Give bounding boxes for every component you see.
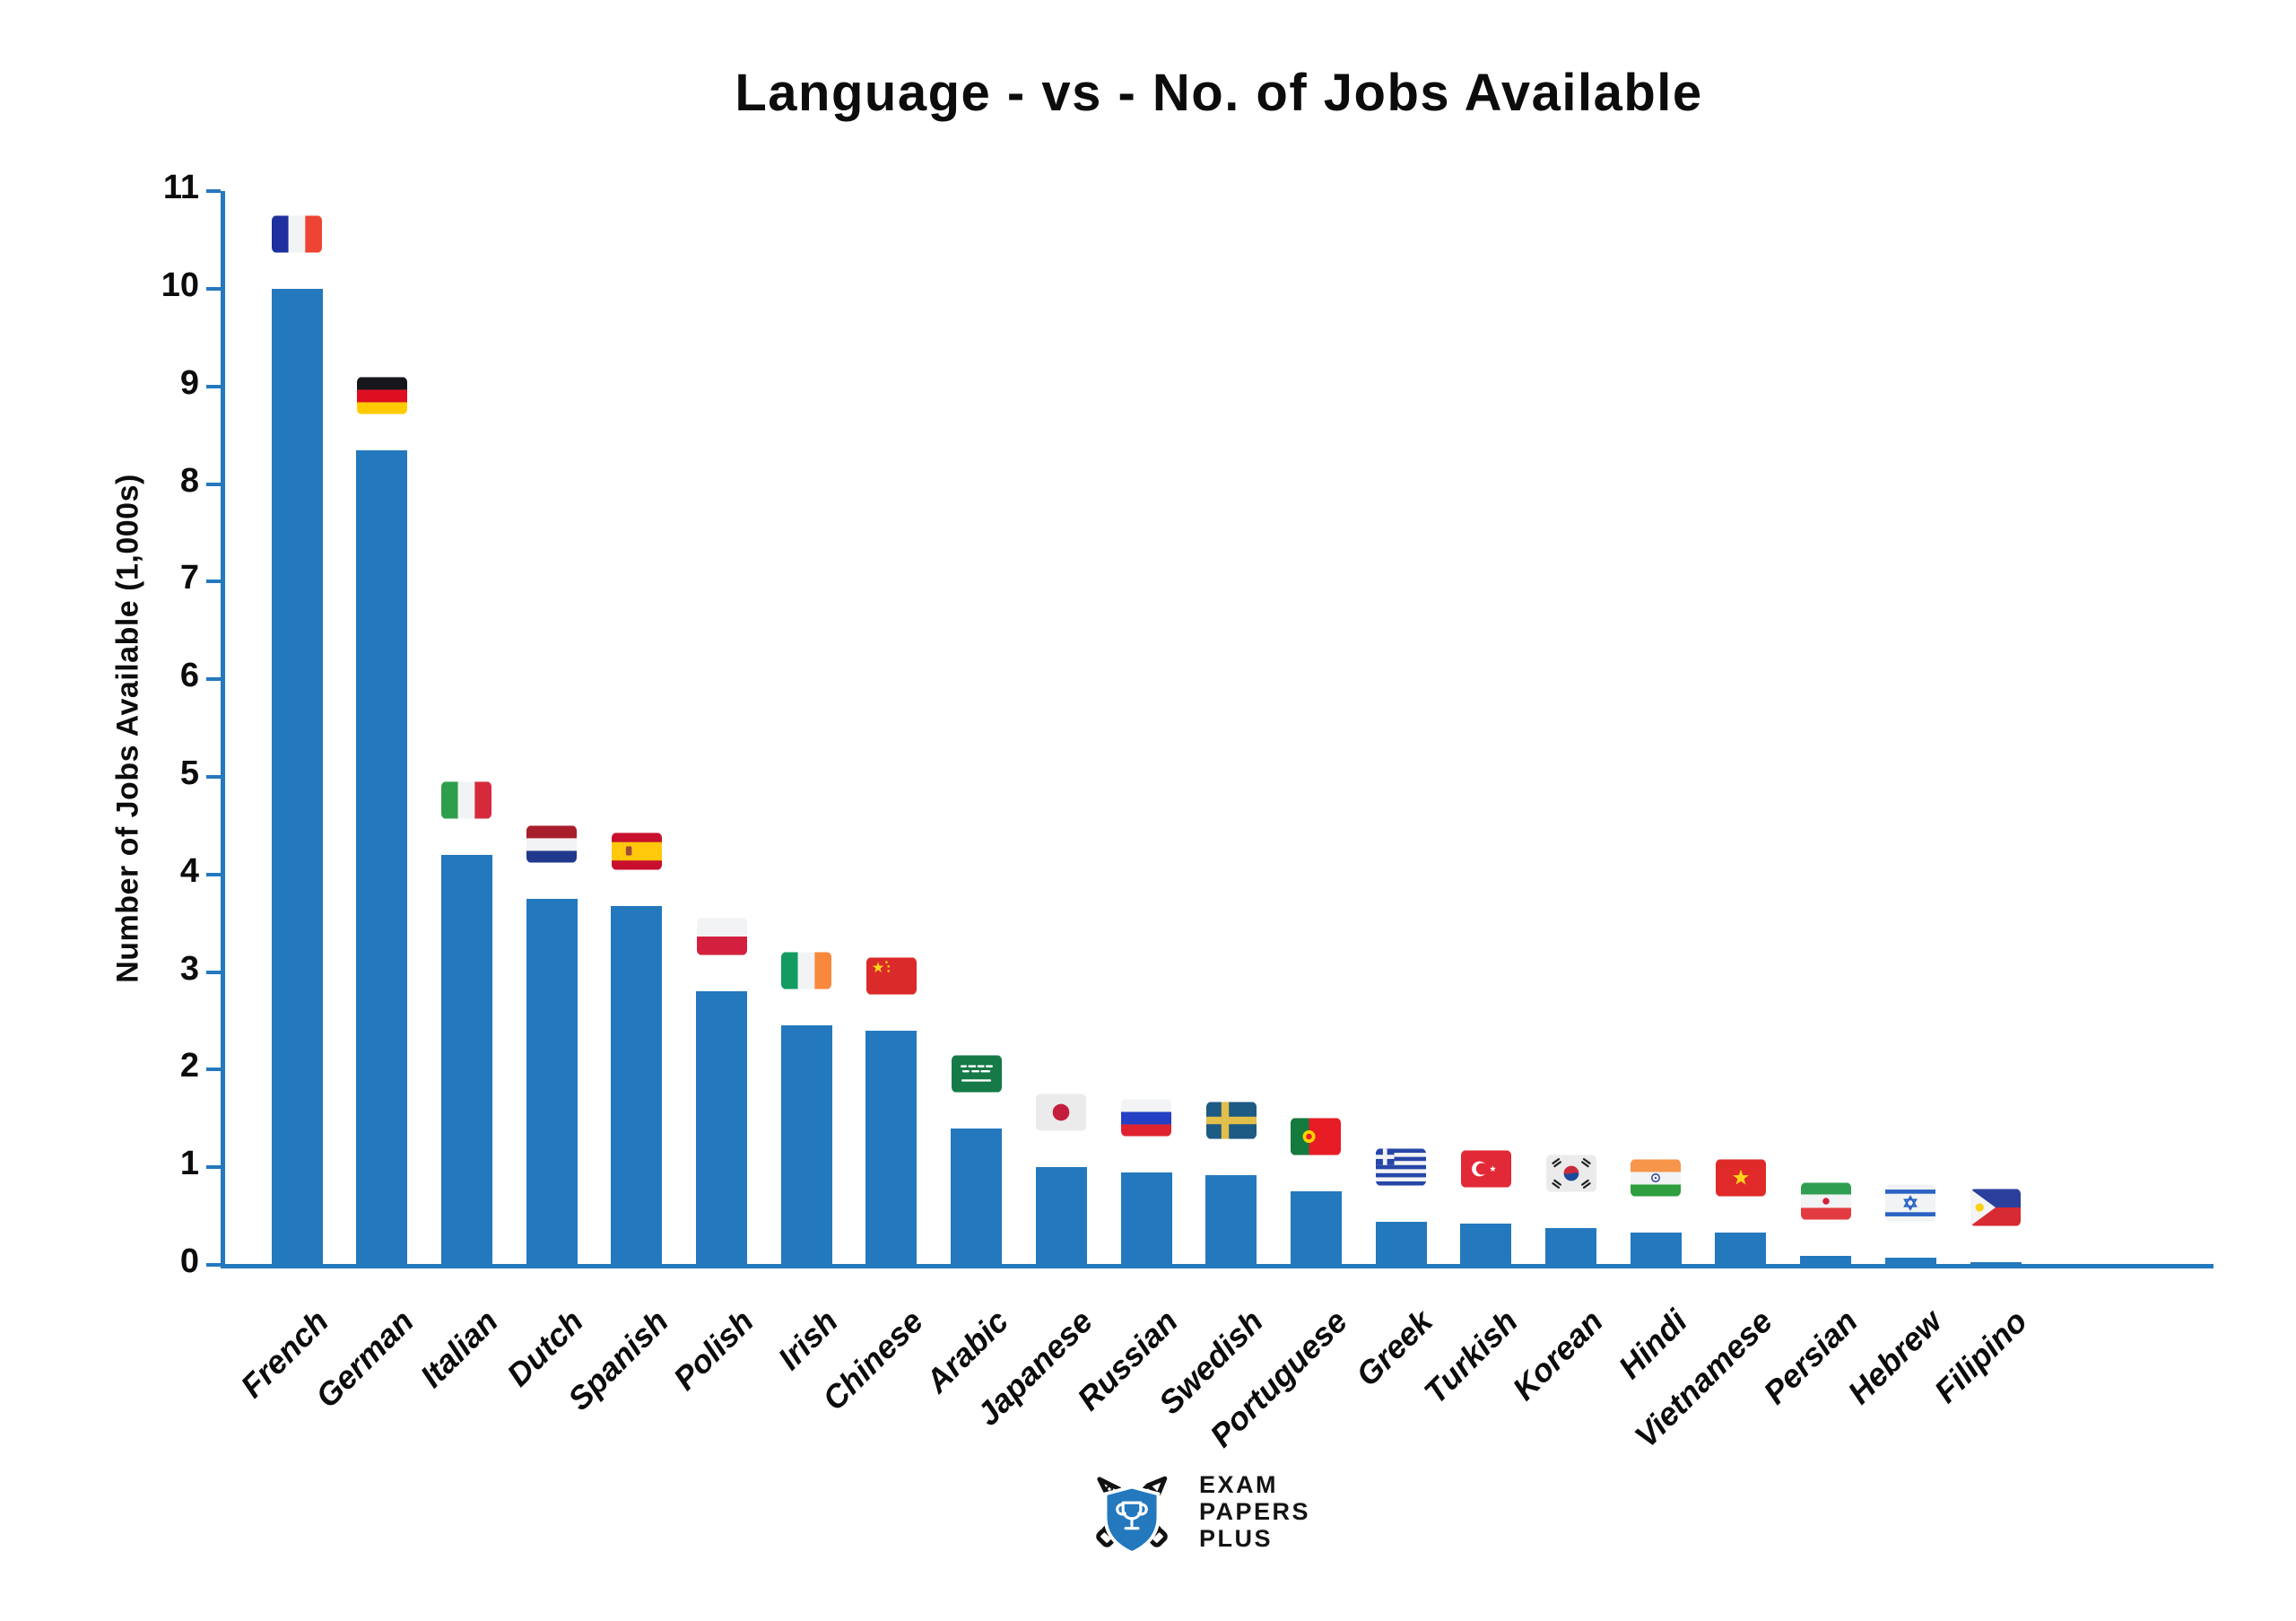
y-tick-label: 1: [179, 1145, 199, 1183]
flag-vietnam-icon: [1715, 1159, 1766, 1197]
y-tick-mark: [206, 580, 221, 584]
bar-german: [356, 449, 408, 1265]
x-tick-label-korean: Korean: [1504, 1303, 1610, 1407]
x-axis-baseline: [224, 1264, 2213, 1268]
logo-line-3: PLUS: [1199, 1525, 1274, 1552]
flag-netherlands-icon: [526, 825, 578, 863]
y-tick-label: 3: [179, 949, 199, 988]
bar-chinese: [865, 1030, 918, 1265]
y-tick-mark: [206, 970, 221, 974]
x-tick-label-turkish: Turkish: [1416, 1303, 1525, 1411]
y-tick-label: 7: [179, 559, 199, 597]
y-tick-label: 8: [179, 461, 199, 500]
flag-italy-icon: [441, 781, 492, 819]
flag-poland-icon: [696, 918, 747, 955]
y-tick-mark: [206, 287, 221, 291]
flag-saudi-arabia-icon: [951, 1055, 1002, 1093]
y-tick-label: 2: [179, 1047, 199, 1085]
bar-spanish: [611, 905, 663, 1265]
y-tick-label: 11: [162, 169, 199, 207]
flag-iran-icon: [1800, 1182, 1851, 1220]
flag-portugal-icon: [1291, 1118, 1342, 1155]
crossed-pen-pencil-shield-icon: [1096, 1476, 1168, 1556]
bar-filipino: [1970, 1261, 2022, 1265]
bar-russian: [1120, 1172, 1172, 1265]
y-tick-mark: [206, 872, 221, 876]
y-tick-label: 4: [179, 851, 199, 890]
flag-philippines-icon: [1970, 1189, 2021, 1226]
y-tick-mark: [206, 384, 221, 388]
y-tick-label: 5: [179, 754, 199, 792]
bar-hebrew: [1884, 1258, 1936, 1265]
x-tick-label-italian: Italian: [413, 1303, 506, 1395]
chart-title: Language - vs - No. of Jobs Available: [735, 64, 1703, 122]
bar-swedish: [1205, 1174, 1257, 1265]
x-tick-label-irish: Irish: [770, 1303, 846, 1377]
y-tick-label: 6: [179, 657, 199, 695]
y-tick-mark: [206, 775, 221, 779]
bar-dutch: [526, 899, 578, 1265]
flag-france-icon: [272, 215, 322, 253]
bar-irish: [780, 1025, 832, 1265]
bar-arabic: [951, 1128, 1003, 1265]
flag-south-korea-icon: [1545, 1155, 1596, 1192]
trophy-icon: [1116, 1501, 1148, 1530]
exam-papers-plus-logo: EXAM PAPERS PLUS: [1079, 1459, 1310, 1564]
bar-polish: [696, 991, 747, 1265]
flag-spain-icon: [611, 832, 662, 870]
bar-italian: [440, 855, 492, 1265]
y-tick-mark: [206, 677, 221, 682]
bar-hindi: [1630, 1233, 1682, 1265]
flag-china-icon: [865, 957, 917, 995]
flag-israel-icon: [1885, 1184, 1936, 1222]
bar-vietnamese: [1715, 1233, 1767, 1265]
x-tick-label-persian: Persian: [1755, 1303, 1865, 1411]
bar-persian: [1800, 1256, 1852, 1265]
bar-turkish: [1460, 1224, 1512, 1265]
flag-sweden-icon: [1205, 1102, 1257, 1139]
y-tick-mark: [206, 1263, 221, 1267]
flag-turkey-icon: [1460, 1150, 1511, 1188]
y-tick-label: 10: [161, 266, 199, 304]
y-tick-mark: [206, 1165, 221, 1170]
bar-korean: [1545, 1227, 1596, 1265]
logo-line-1: EXAM: [1199, 1471, 1279, 1498]
flag-india-icon: [1631, 1159, 1682, 1197]
flag-germany-icon: [356, 376, 407, 414]
flag-greece-icon: [1376, 1148, 1427, 1186]
y-tick-label: 0: [179, 1242, 199, 1280]
y-tick-mark: [206, 189, 221, 194]
bar-greek: [1375, 1222, 1427, 1265]
y-tick-mark: [206, 482, 221, 486]
logo-text: EXAM PAPERS PLUS: [1199, 1459, 1310, 1552]
bar-japanese: [1035, 1167, 1087, 1265]
y-tick-label: 9: [179, 363, 199, 402]
flag-ireland-icon: [781, 952, 832, 989]
flag-russia-icon: [1121, 1099, 1171, 1137]
x-tick-label-filipino: Filipino: [1926, 1303, 2034, 1410]
y-tick-mark: [206, 1068, 221, 1072]
flag-japan-icon: [1036, 1094, 1087, 1131]
x-tick-label-hebrew: Hebrew: [1840, 1303, 1950, 1411]
bar-portuguese: [1290, 1191, 1342, 1265]
logo-line-2: PAPERS: [1199, 1498, 1311, 1525]
y-axis-spine: [221, 191, 225, 1268]
x-tick-label-polish: Polish: [665, 1303, 761, 1398]
bar-french: [271, 289, 323, 1265]
